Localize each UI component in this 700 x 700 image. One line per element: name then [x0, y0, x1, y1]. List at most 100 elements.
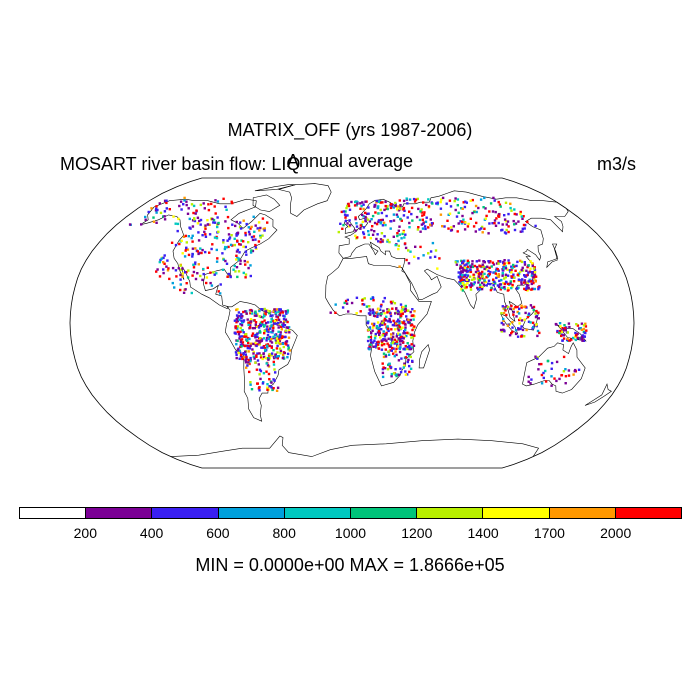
- flow-cell: [459, 278, 462, 282]
- flow-cell: [395, 213, 399, 216]
- flow-cell: [259, 234, 262, 238]
- flow-cell: [371, 308, 374, 311]
- flow-cell: [200, 251, 203, 255]
- flow-cell: [371, 311, 375, 315]
- flow-cell: [392, 372, 396, 375]
- flow-cell: [381, 201, 384, 204]
- flow-cell: [374, 211, 377, 214]
- flow-cell: [178, 204, 181, 208]
- flow-cell: [266, 321, 270, 324]
- flow-cell: [409, 250, 412, 253]
- flow-cell: [490, 286, 493, 290]
- flow-cell: [507, 212, 510, 216]
- flow-cell: [348, 219, 351, 222]
- flow-cell: [407, 249, 410, 252]
- flow-cell: [363, 236, 366, 239]
- flow-cell: [236, 339, 239, 343]
- flow-cell: [281, 356, 285, 360]
- flow-cell: [250, 312, 254, 315]
- flow-cell: [411, 308, 414, 311]
- flow-cell: [249, 312, 252, 315]
- flow-cell: [562, 370, 566, 373]
- flow-cell: [467, 270, 470, 273]
- flow-cell: [448, 212, 452, 215]
- map-boundary: [69, 177, 635, 469]
- flow-cell: [395, 335, 398, 338]
- flow-cell: [283, 320, 286, 323]
- flow-cell: [184, 249, 187, 252]
- flow-cell: [422, 222, 425, 225]
- flow-cell: [535, 323, 538, 327]
- flow-cell: [401, 312, 404, 316]
- flow-cell: [377, 340, 380, 343]
- flow-cell: [516, 260, 519, 264]
- flow-cell: [520, 282, 523, 286]
- flow-cell: [409, 347, 413, 351]
- flow-cell: [238, 314, 241, 318]
- flow-cell: [406, 347, 409, 351]
- flow-cell: [575, 334, 578, 337]
- flow-cell: [152, 220, 156, 223]
- flow-cell: [238, 357, 241, 360]
- flow-cell: [475, 210, 478, 214]
- flow-cell: [406, 320, 410, 323]
- flow-cell: [500, 321, 503, 325]
- flow-cell: [275, 308, 278, 311]
- flow-cell: [459, 275, 462, 278]
- flow-cell: [240, 335, 244, 338]
- flow-cell: [380, 211, 384, 215]
- flow-cell: [269, 320, 272, 324]
- flow-cell: [197, 263, 200, 266]
- flow-cell: [440, 198, 443, 201]
- flow-cell: [505, 223, 508, 226]
- flow-cell: [534, 355, 537, 358]
- colorbar-segment: [549, 508, 616, 518]
- coastline-antarctica: [170, 435, 540, 457]
- flow-cell: [464, 269, 468, 272]
- flow-cell: [329, 311, 332, 314]
- flow-cell: [506, 274, 510, 277]
- flow-cell: [497, 200, 500, 204]
- flow-cell: [501, 272, 504, 275]
- flow-cell: [272, 363, 276, 366]
- flow-cell: [382, 300, 385, 303]
- flow-cell: [402, 337, 405, 340]
- flow-cell: [383, 235, 386, 238]
- flow-cell: [379, 221, 383, 224]
- flow-cell: [381, 239, 385, 242]
- flow-cell: [500, 312, 503, 315]
- flow-cell: [503, 231, 507, 234]
- flow-cell: [342, 210, 345, 213]
- flow-cell: [386, 342, 389, 345]
- flow-cell: [222, 197, 225, 200]
- flow-cell: [410, 336, 413, 339]
- flow-cell: [506, 220, 510, 223]
- flow-cell: [392, 352, 395, 355]
- flow-cell: [461, 273, 464, 277]
- flow-cell: [246, 318, 249, 321]
- flow-cell: [241, 355, 244, 359]
- flow-cell: [516, 273, 519, 277]
- flow-cell: [239, 227, 243, 230]
- flow-cell: [397, 229, 400, 232]
- flow-cell: [275, 339, 278, 343]
- flow-cell: [576, 337, 580, 340]
- flow-cell: [398, 322, 401, 325]
- flow-cell: [270, 381, 273, 384]
- flow-cell: [540, 373, 544, 377]
- flow-cell: [499, 328, 503, 332]
- flow-cell: [471, 260, 474, 263]
- flow-cell: [255, 339, 258, 342]
- flow-cell: [512, 307, 515, 310]
- flow-cell: [395, 320, 399, 323]
- flow-cell: [526, 220, 529, 224]
- flow-cell: [421, 214, 424, 217]
- flow-cell: [520, 304, 523, 307]
- flow-cell: [497, 273, 500, 276]
- flow-cell: [519, 230, 522, 233]
- flow-cell: [560, 330, 563, 333]
- flow-cell: [249, 381, 252, 384]
- flow-cell: [244, 353, 247, 356]
- flow-cell: [253, 230, 256, 233]
- flow-cell: [270, 337, 273, 341]
